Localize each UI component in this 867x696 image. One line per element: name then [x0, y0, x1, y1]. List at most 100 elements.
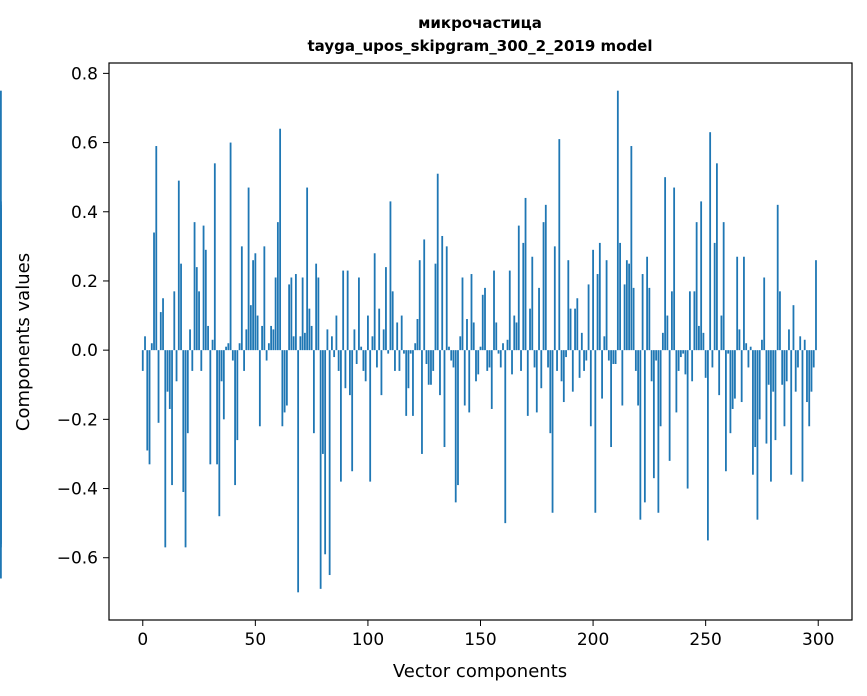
bar: [668, 350, 671, 461]
bar: [344, 350, 347, 389]
bar: [666, 315, 669, 351]
bar: [517, 225, 520, 351]
bar: [628, 263, 630, 351]
bar: [263, 246, 266, 351]
bar: [218, 350, 221, 517]
bar: [801, 350, 804, 482]
x-tick-label: 0: [137, 630, 148, 650]
bar: [734, 350, 736, 399]
bar: [529, 308, 531, 351]
bar: [373, 253, 376, 351]
bar: [625, 260, 628, 351]
bar: [294, 274, 297, 351]
x-axis-ticks: 0 50 100 150 200 250 300: [137, 620, 834, 650]
x-tick-label: 150: [464, 630, 496, 650]
bar: [459, 336, 462, 351]
bar: [297, 350, 300, 593]
x-tick-label: 50: [245, 630, 267, 650]
bar: [526, 350, 529, 416]
bar: [772, 350, 775, 392]
bar: [652, 350, 655, 479]
bar: [376, 350, 378, 368]
bar: [452, 350, 455, 368]
bar: [675, 350, 678, 413]
bar: [418, 260, 421, 351]
bar: [443, 350, 446, 448]
bar: [567, 260, 570, 351]
bar: [272, 329, 275, 351]
bar: [720, 315, 723, 351]
bar: [333, 350, 336, 358]
y-axis-label: Components values: [13, 253, 34, 431]
bar: [427, 350, 430, 385]
y-tick-label: 0.4: [71, 203, 98, 223]
bar: [803, 339, 806, 351]
bar: [486, 350, 489, 371]
bar: [574, 308, 576, 351]
bar: [634, 350, 637, 371]
bar: [351, 350, 354, 472]
bar: [679, 350, 682, 358]
bar: [184, 350, 187, 548]
bar: [470, 274, 473, 351]
bar: [243, 350, 245, 371]
bar: [360, 346, 363, 351]
bar: [441, 235, 444, 351]
bar: [533, 350, 536, 368]
bar: [502, 343, 504, 351]
bar: [632, 287, 635, 351]
bar: [335, 315, 338, 351]
bar: [643, 350, 646, 503]
bar: [432, 350, 435, 371]
bar: [767, 350, 770, 385]
bar: [394, 350, 396, 371]
bar: [558, 139, 561, 351]
bar: [535, 350, 538, 413]
bar: [267, 343, 270, 351]
chart-subtitle: tayga_upos_skipgram_300_2_2019 model: [308, 37, 653, 55]
bar: [378, 308, 381, 351]
bar: [785, 350, 788, 382]
bar: [168, 350, 171, 409]
bar: [385, 267, 387, 351]
bar: [704, 350, 707, 378]
bar: [186, 350, 189, 434]
bar: [231, 350, 234, 361]
y-tick-label: −0.2: [57, 410, 98, 430]
bar: [520, 350, 522, 371]
bar: [621, 350, 624, 406]
bar: [607, 350, 610, 361]
bar: [754, 350, 757, 448]
chart-title: микрочастица: [418, 14, 542, 32]
bar: [497, 350, 500, 354]
bar: [407, 350, 410, 389]
bar: [576, 298, 579, 351]
bar: [387, 350, 390, 354]
bar: [749, 346, 752, 351]
bar: [326, 329, 329, 351]
bar: [551, 350, 554, 513]
bar: [202, 225, 205, 351]
bar: [596, 274, 599, 351]
bar: [306, 187, 309, 351]
bar: [331, 336, 333, 351]
bar: [425, 350, 428, 364]
bar: [200, 350, 203, 371]
bar: [175, 350, 178, 382]
bar: [450, 350, 453, 361]
bar: [421, 350, 423, 454]
bar: [560, 350, 563, 382]
bar: [695, 222, 698, 351]
x-tick-label: 300: [802, 630, 834, 650]
bar: [285, 350, 288, 406]
bar: [619, 242, 621, 351]
bar: [504, 350, 507, 524]
bar: [324, 350, 327, 555]
bar: [499, 350, 502, 368]
bar: [319, 350, 322, 589]
bar: [484, 287, 486, 351]
bar: [463, 350, 466, 406]
bar: [189, 329, 191, 351]
bar: [515, 322, 518, 351]
bar: [153, 232, 155, 351]
